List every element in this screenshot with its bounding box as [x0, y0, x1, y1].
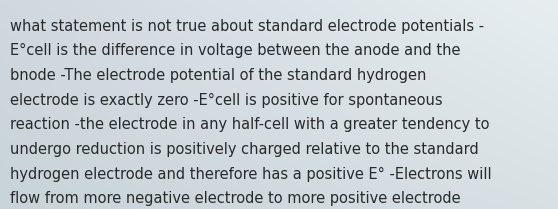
Text: reaction -the electrode in any half-cell with a greater tendency to: reaction -the electrode in any half-cell…: [10, 117, 489, 133]
Text: undergo reduction is positively charged relative to the standard: undergo reduction is positively charged …: [10, 142, 479, 157]
Text: E°cell is the difference in voltage between the anode and the: E°cell is the difference in voltage betw…: [10, 43, 460, 59]
Text: hydrogen electrode and therefore has a positive E° -Electrons will: hydrogen electrode and therefore has a p…: [10, 167, 492, 182]
Text: flow from more negative electrode to more positive electrode: flow from more negative electrode to mor…: [10, 191, 461, 206]
Text: electrode is exactly zero -E°cell is positive for spontaneous: electrode is exactly zero -E°cell is pos…: [10, 93, 442, 108]
Text: bnode -The electrode potential of the standard hydrogen: bnode -The electrode potential of the st…: [10, 68, 426, 83]
Text: what statement is not true about standard electrode potentials -: what statement is not true about standar…: [10, 19, 484, 34]
